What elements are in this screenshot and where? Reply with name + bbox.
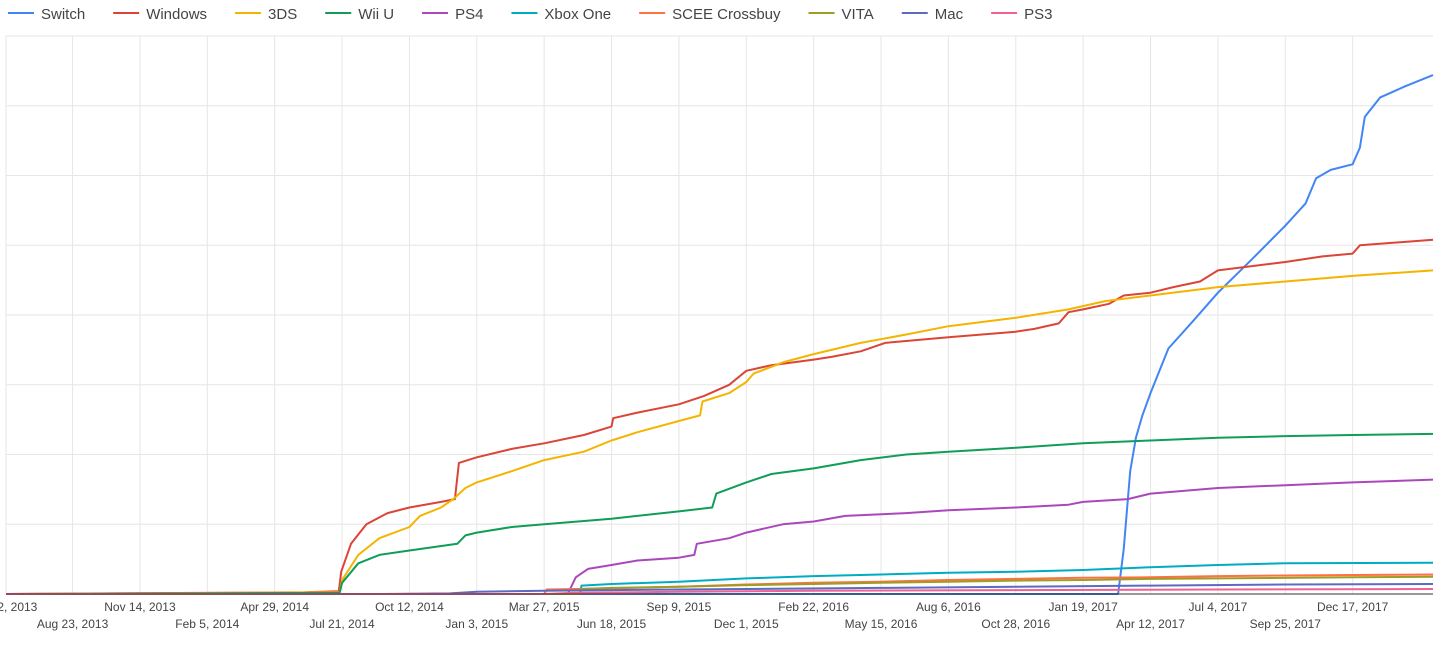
legend-item-windows[interactable]: Windows (113, 6, 207, 23)
legend-label: PS4 (455, 6, 483, 23)
gridlines (5, 35, 1433, 595)
x-tick-label: Apr 12, 2017 (1116, 617, 1185, 631)
series-line-3ds[interactable] (5, 269, 1434, 595)
x-tick-label: Oct 12, 2014 (375, 600, 444, 614)
x-tick-label: Oct 28, 2016 (981, 617, 1050, 631)
legend-item-switch[interactable]: Switch (8, 6, 85, 23)
x-tick-label: May 15, 2016 (845, 617, 918, 631)
legend-item-xbox-one[interactable]: Xbox One (511, 6, 611, 23)
legend-label: PS3 (1024, 6, 1052, 23)
x-tick-label: Sep 9, 2015 (647, 600, 712, 614)
x-tick-label: Apr 29, 2014 (240, 600, 309, 614)
x-tick-label: Jul 21, 2014 (309, 617, 375, 631)
x-tick-label: Sep 25, 2017 (1250, 617, 1322, 631)
x-tick-label: Feb 22, 2016 (778, 600, 849, 614)
legend: Switch Windows 3DS Wii U PS4 Xbox One SCEE Cro… (8, 6, 1052, 23)
legend-item-3ds[interactable]: 3DS (235, 6, 297, 23)
legend-label: Mac (935, 6, 964, 23)
legend-item-ps3[interactable]: PS3 (991, 6, 1052, 23)
legend-label: SCEE Crossbuy (672, 6, 781, 23)
x-tick-label: Dec 1, 2015 (714, 617, 779, 631)
series-line-xbox-one[interactable] (6, 561, 1434, 595)
legend-item-mac[interactable]: Mac (901, 6, 964, 23)
legend-label: 3DS (268, 6, 297, 23)
x-tick-label: Jan 19, 2017 (1048, 600, 1118, 614)
x-tick-label: Dec 17, 2017 (1317, 600, 1389, 614)
legend-item-wii-u[interactable]: Wii U (325, 6, 394, 23)
legend-label: VITA (842, 6, 874, 23)
legend-label: Xbox One (544, 6, 611, 23)
x-tick-label: Nov 14, 2013 (104, 600, 176, 614)
legend-item-ps4[interactable]: PS4 (422, 6, 483, 23)
x-tick-label: Jun 2, 2013 (0, 600, 38, 614)
series-line-wii-u[interactable] (5, 432, 1434, 595)
legend-item-vita[interactable]: VITA (808, 6, 874, 23)
series-line-ps4[interactable] (6, 478, 1434, 595)
legend-label: Windows (146, 6, 207, 23)
series-line-windows[interactable] (5, 238, 1434, 595)
x-tick-label: Aug 23, 2013 (37, 617, 109, 631)
x-tick-label: Jun 18, 2015 (577, 617, 647, 631)
x-axis: Jun 2, 2013 Aug 23, 2013 Nov 14, 2013 Feb 5… (0, 593, 1433, 631)
x-tick-label: Jul 4, 2017 (1189, 600, 1248, 614)
legend-item-scee-crossbuy[interactable]: SCEE Crossbuy (639, 6, 781, 23)
x-tick-label: Jan 3, 2015 (445, 617, 508, 631)
x-tick-label: Feb 5, 2014 (175, 617, 239, 631)
series-line-vita[interactable] (6, 575, 1434, 595)
series-lines (5, 74, 1434, 595)
series-line-switch[interactable] (6, 74, 1434, 595)
x-tick-label: Mar 27, 2015 (509, 600, 580, 614)
legend-label: Wii U (358, 6, 394, 23)
series-line-scee-crossbuy[interactable] (6, 573, 1434, 595)
x-tick-label: Aug 6, 2016 (916, 600, 981, 614)
legend-label: Switch (41, 6, 85, 23)
